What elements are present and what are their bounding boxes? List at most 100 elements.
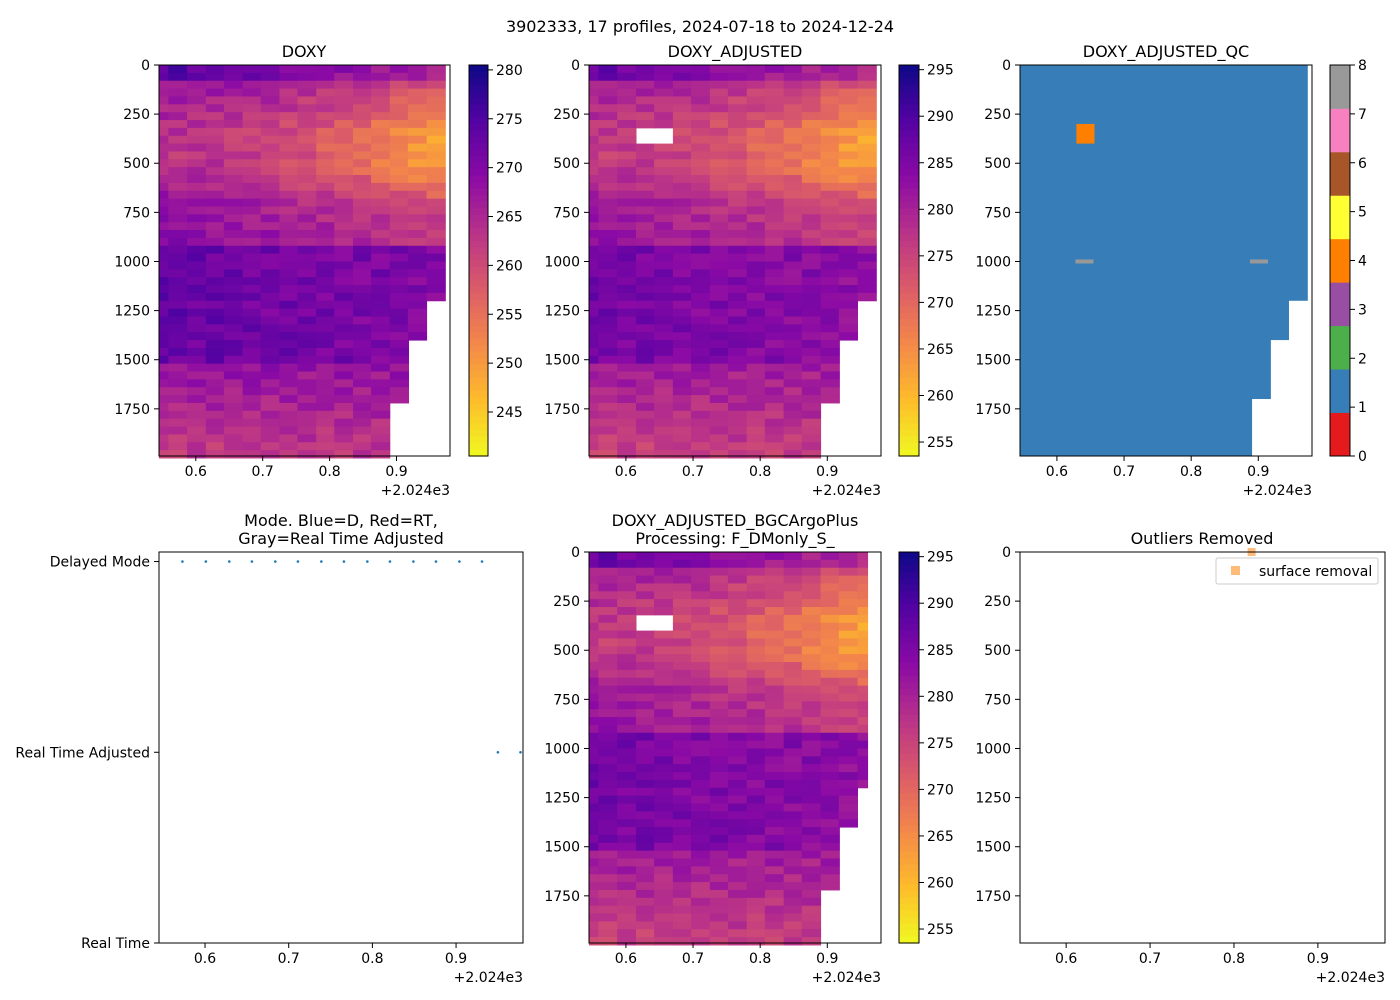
doxy_adjusted-cell [709, 332, 730, 341]
doxy-colorbar-tick-label: 255 [496, 307, 523, 323]
doxy-cell [426, 285, 446, 294]
doxy_adjusted-cell [783, 230, 803, 239]
doxy_adjusted-cell [635, 292, 656, 302]
doxy_adjusted-cell [746, 120, 767, 129]
bgcargoplus-cell [746, 724, 767, 734]
doxy_adjusted-colorbar-segment [899, 143, 919, 151]
bgcargoplus-cell [857, 630, 869, 639]
bgcargoplus-cell [801, 819, 822, 828]
doxy_adjusted-cell [691, 167, 711, 176]
bgcargoplus-cell [589, 575, 607, 584]
bgcargoplus-cell [617, 677, 637, 687]
bgcargoplus-cell [617, 614, 637, 624]
doxy_adjusted-cell [727, 96, 748, 105]
doxy-cell [187, 442, 207, 451]
doxy-cell [159, 316, 177, 325]
bgcargoplus-cell [635, 740, 656, 749]
bgcargoplus-cell [820, 874, 840, 883]
bgcargoplus-cell [654, 764, 674, 773]
doxy_adjusted-cell [764, 120, 785, 129]
doxy_adjusted-cell [801, 332, 822, 341]
doxy_adjusted-cell [857, 292, 877, 302]
bgcargoplus-cell [709, 630, 730, 639]
doxy-cell [187, 387, 207, 396]
doxy_adjusted_qc-flag4-block [1076, 123, 1095, 144]
doxy_adjusted-colorbar-segment [899, 397, 919, 405]
doxy_adjusted-cell [635, 426, 656, 435]
doxy-cell [297, 237, 317, 247]
doxy_adjusted-cell [691, 347, 711, 357]
doxy_adjusted-cell [764, 80, 785, 90]
doxy-cell [426, 143, 446, 152]
bgcargoplus-cell [672, 756, 693, 765]
doxy_adjusted-cell [801, 450, 822, 459]
doxy-cell [205, 120, 226, 129]
doxy_adjusted-cell [617, 402, 637, 412]
doxy-cell [316, 167, 336, 176]
bgcargoplus-cell [764, 622, 785, 632]
doxy_adjusted-cell [691, 190, 711, 200]
doxy-cell [371, 190, 391, 200]
doxy-cell [407, 190, 428, 200]
doxy_adjusted-cell [654, 112, 674, 121]
bgcargoplus-cell [764, 827, 785, 836]
doxy_adjusted-cell [598, 72, 618, 82]
doxy_adjusted-cell [838, 214, 859, 223]
doxy_adjusted-cell [709, 261, 730, 270]
doxy_adjusted-cell [672, 143, 693, 152]
bgcargoplus-cell [801, 905, 822, 915]
doxy_adjusted-colorbar-segment [899, 253, 919, 262]
bgcargoplus-cell [635, 709, 656, 718]
bgcargoplus-cell [727, 717, 748, 726]
doxy_adjusted-cell [820, 104, 840, 113]
doxy_adjusted-cell [783, 285, 803, 294]
doxy_adjusted-cell [783, 245, 803, 255]
doxy_adjusted-cell [691, 285, 711, 294]
doxy-cell [407, 167, 428, 176]
bgcargoplus-cell [691, 662, 711, 671]
bgcargoplus-cell [654, 858, 674, 867]
doxy-cell [353, 308, 373, 317]
bgcargoplus-cell [691, 591, 711, 600]
bgcargoplus-cell [672, 882, 693, 891]
bgcargoplus-cell [654, 685, 674, 694]
bgcargoplus-cell [617, 591, 637, 600]
bgcargoplus-cell [838, 724, 859, 734]
outliers-y-tick-label: 1500 [975, 840, 1011, 856]
doxy-cell [426, 222, 446, 231]
doxy-cell [334, 182, 354, 192]
doxy-cell [159, 104, 177, 113]
doxy_adjusted-cell [820, 355, 840, 365]
doxy-cell [159, 135, 177, 145]
bgcargoplus-cell [635, 591, 656, 600]
doxy_adjusted-cell [691, 198, 711, 207]
bgcargoplus-cell [727, 897, 748, 907]
doxy-cell [371, 127, 391, 137]
doxy-cell [205, 300, 226, 310]
bgcargoplus-cell [617, 772, 637, 781]
doxy_adjusted-cell [598, 206, 618, 215]
doxy_adjusted-cell [764, 332, 785, 341]
bgcargoplus-cell [727, 772, 748, 781]
doxy-cell [223, 387, 244, 396]
doxy_adjusted-cell [783, 316, 803, 325]
doxy_adjusted_qc-colorbar-tick-label: 6 [1358, 156, 1367, 172]
bgcargoplus-cell [783, 779, 803, 789]
bgcargoplus-cell [709, 756, 730, 765]
doxy-x-tick-label: 0.8 [318, 464, 340, 480]
bgcargoplus-cell [709, 803, 730, 812]
doxy-cell [223, 395, 244, 404]
bgcargoplus-cell [617, 669, 637, 679]
doxy_adjusted-y-tick-label: 750 [553, 205, 580, 221]
doxy_adjusted-cell [820, 363, 840, 373]
doxy_adjusted-cell [691, 434, 711, 443]
doxy-cell [223, 410, 244, 420]
bgcargoplus-cell [654, 693, 674, 702]
bgcargoplus-cell [838, 669, 859, 679]
doxy-cell [187, 410, 207, 420]
doxy_adjusted-cell [783, 151, 803, 160]
doxy-cell [205, 340, 226, 349]
doxy_adjusted-cell [672, 190, 693, 200]
bgcargoplus-cell [691, 599, 711, 608]
doxy_adjusted-cell [820, 112, 840, 121]
